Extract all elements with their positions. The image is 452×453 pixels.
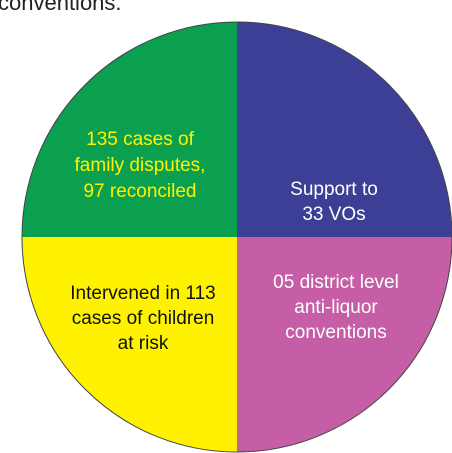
quadrant-text: 33 VOs: [302, 204, 365, 225]
quadrant-text: cases of children: [72, 308, 215, 329]
header-text: conventions.: [0, 0, 122, 15]
quadrant-top-left: [22, 22, 237, 237]
quadrant-bottom-left: [22, 237, 237, 452]
quadrant-top-right: [237, 22, 452, 237]
quadrant-text: family disputes,: [75, 155, 206, 176]
quadrant-text: conventions: [285, 322, 386, 343]
quadrant-text: Intervened in 113: [70, 283, 215, 304]
quadrant-text: 135 cases of: [86, 129, 194, 150]
quadrant-text: 97 reconciled: [83, 181, 196, 202]
quadrant-bottom-right: [237, 237, 452, 452]
quadrant-text: Support to: [290, 179, 378, 200]
circle-outline: [21, 21, 452, 453]
quadrant-text: anti-liquor: [294, 297, 378, 318]
quadrant-text: at risk: [118, 333, 169, 354]
quadrant-text: 05 district level: [273, 272, 399, 293]
